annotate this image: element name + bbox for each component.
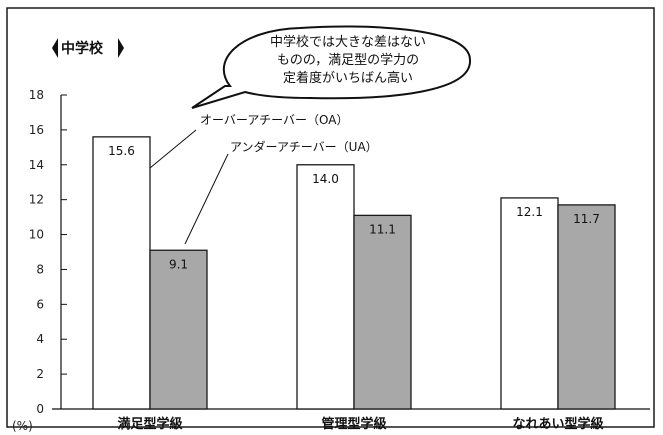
callout-line-1: 中学校では大きな差はない: [270, 34, 426, 50]
oa-leader-line: [149, 129, 197, 169]
title-text: 中学校: [61, 40, 104, 57]
bar-value-label: 9.1: [169, 257, 188, 271]
category-label: なれあい型学級: [512, 416, 603, 432]
bar-ua: [353, 214, 412, 410]
chart-frame: [6, 7, 655, 428]
bar-value-label: 11.1: [369, 222, 396, 236]
y-tick-label: 2: [36, 367, 44, 381]
bar-value-label: 14.0: [312, 172, 339, 186]
y-tick-label: 6: [36, 297, 44, 311]
bar-oa: [296, 164, 355, 410]
callout-line-3: 定着度がいちばん高い: [283, 70, 413, 86]
chart-title: 中学校: [52, 38, 124, 58]
y-tick-label: 12: [29, 193, 44, 207]
y-tick-label: 18: [29, 88, 44, 102]
category-label: 管理型学級: [321, 416, 386, 432]
y-tick-label: 8: [36, 262, 44, 276]
callout-bubble: 中学校では大きな差はない ものの，満足型の学力の 定着度がいちばん高い: [191, 25, 472, 109]
y-tick-label: 4: [36, 332, 44, 346]
y-ticks: 0 2 4 6 8 10 12 14 16 18: [29, 88, 67, 416]
y-tick-label: 14: [29, 158, 44, 172]
series-label-ua: アンダーアチーバー（UA）: [230, 139, 378, 154]
y-tick-label: 16: [29, 123, 44, 137]
y-tick-label: 10: [29, 228, 44, 242]
ua-leader-line: [184, 153, 229, 245]
series-label-oa: オーバーアチーバー（OA）: [200, 113, 348, 127]
bar-value-label: 15.6: [108, 144, 135, 158]
bar-ua: [557, 204, 616, 410]
category-label: 満足型学級: [117, 416, 182, 432]
y-tick-label: 0: [36, 402, 44, 416]
callout-line-2: ものの，満足型の学力の: [277, 52, 419, 68]
y-axis-unit: (%): [12, 419, 33, 433]
bar-value-label: 11.7: [573, 212, 600, 226]
bars-group: 15.6 14.0 12.1 9.1 11.1 11.7: [92, 136, 616, 410]
bar-oa: [500, 197, 559, 410]
bar-oa: [92, 136, 151, 410]
bar-value-label: 12.1: [516, 205, 543, 219]
category-labels: 満足型学級 管理型学級 なれあい型学級: [117, 416, 603, 432]
bar-ua: [149, 249, 208, 410]
